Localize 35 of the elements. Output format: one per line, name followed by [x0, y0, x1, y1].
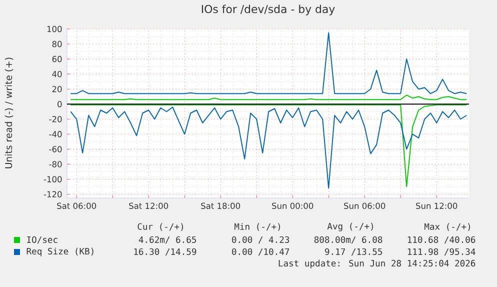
y-tick-label: 80	[52, 40, 62, 48]
y-axis-title: Units read (-) / write (+)	[4, 58, 14, 168]
text: Avg (-/+)	[327, 222, 374, 232]
x-tick-label: Sat 12:00	[129, 202, 168, 209]
x-tick-label: Sat 18:00	[201, 202, 240, 209]
text: Cur (-/+)	[138, 223, 184, 231]
text: 0.00 /10.47	[232, 248, 290, 256]
text: Max (-/+)	[424, 223, 470, 231]
chart-title: IOs for /dev/sda - by day	[202, 4, 335, 16]
text: 110.68 /40.06	[408, 236, 476, 244]
y-tick-label: -40	[49, 131, 62, 138]
y-tick-label: -20	[49, 116, 62, 122]
y-tick-label: -100	[44, 176, 62, 182]
text: Last update: Sun Jun 28 14:25:04 2026	[278, 260, 476, 268]
legend-label: IO/sec	[27, 236, 58, 244]
text: 9.17 /13.55	[325, 248, 382, 256]
text: 4.62m/ 6.65	[138, 236, 196, 244]
y-tick-label: -120	[44, 191, 62, 198]
y-tick-label: 20	[52, 86, 62, 92]
text: 0.00 / 4.23	[232, 236, 290, 244]
text: 808.00m/ 6.08	[314, 236, 382, 244]
y-tick-label: 60	[52, 56, 62, 62]
y-tick-label: 0	[58, 100, 62, 108]
text: 16.30 /14.59	[134, 248, 196, 256]
x-tick-label: Sun 06:00	[344, 202, 386, 209]
y-tick-label: 100	[47, 26, 62, 32]
y-tick-label: -80	[49, 161, 62, 168]
legend-label: Req Size (KB)	[26, 248, 94, 256]
x-tick-label: Sat 06:00	[57, 202, 96, 209]
y-tick-label: -60	[49, 146, 62, 152]
x-tick-label: Sun 12:00	[416, 202, 458, 209]
x-tick-label: Sun 00:00	[272, 202, 314, 209]
y-tick-label: 40	[52, 70, 62, 78]
text: 111.98 /95.34	[408, 248, 476, 256]
text: Min (-/+)	[234, 223, 280, 231]
